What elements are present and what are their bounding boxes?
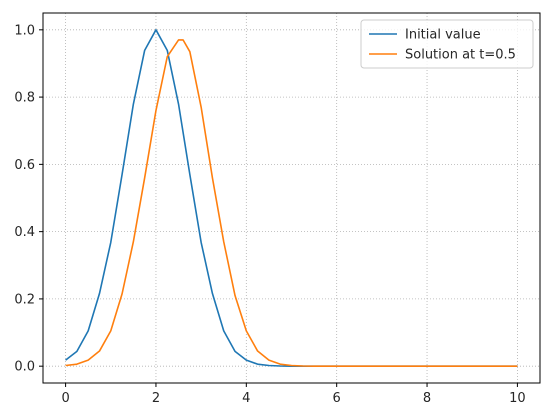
y-tick-label: 0.4 [14,225,35,240]
legend-label-1: Initial value [405,28,481,43]
x-tick-label: 10 [509,391,526,406]
x-tick-label: 8 [423,391,431,406]
x-tick-label: 4 [242,391,250,406]
y-tick-label: 0.2 [14,292,35,307]
x-tick-label: 6 [333,391,341,406]
x-axis: 0 2 4 6 8 10 [61,383,526,406]
y-tick-label: 0.0 [14,360,35,375]
series-lines [65,29,518,367]
y-tick-label: 1.0 [14,23,35,38]
legend: Initial value Solution at t=0.5 [360,19,534,69]
x-tick-label: 0 [61,391,69,406]
y-tick-label: 0.6 [14,158,35,173]
y-axis: 0.0 0.2 0.4 0.6 0.8 1.0 [14,23,43,375]
x-tick-label: 2 [152,391,160,406]
series-line-2 [65,39,518,367]
legend-label-2: Solution at t=0.5 [405,48,516,63]
legend-box [360,19,534,69]
plot-frame [42,12,541,384]
y-tick-label: 0.8 [14,91,35,106]
